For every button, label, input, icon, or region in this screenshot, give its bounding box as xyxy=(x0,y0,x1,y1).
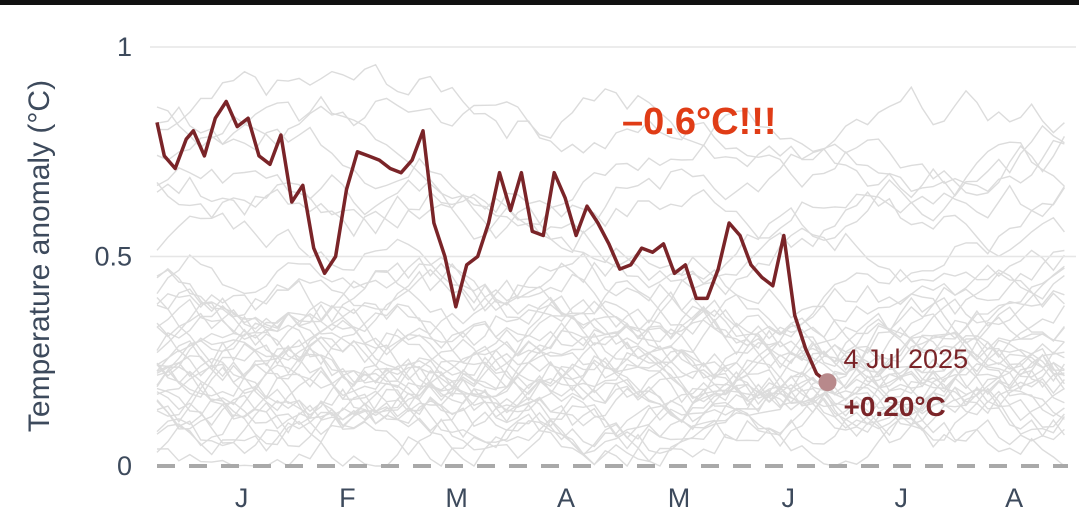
y-axis-label: Temperature anomaly (°C) xyxy=(23,79,56,433)
background-year-line xyxy=(156,309,1065,399)
background-year-line xyxy=(156,322,1065,423)
background-year-line xyxy=(156,249,1065,339)
y-tick-label: 0 xyxy=(117,451,132,481)
background-year-line xyxy=(156,166,1065,285)
background-year-line xyxy=(156,173,1065,296)
drop-callout: –0.6°C!!! xyxy=(622,101,777,143)
x-tick-label: M xyxy=(445,483,468,513)
current-year-line xyxy=(155,99,829,384)
background-year-line xyxy=(156,332,1065,404)
background-year-line xyxy=(156,341,1065,468)
latest-point-marker xyxy=(818,373,837,392)
background-year-line xyxy=(156,85,1065,237)
x-tick-label: J xyxy=(782,483,796,513)
background-year-line xyxy=(156,88,1066,196)
background-year-line xyxy=(156,329,1065,433)
background-year-line xyxy=(156,363,1065,456)
y-tick-label: 1 xyxy=(117,32,132,62)
background-year-line xyxy=(156,336,1065,428)
latest-value-label: +0.20°C xyxy=(843,391,945,422)
background-year-line xyxy=(156,387,1065,467)
latest-date-label: 4 Jul 2025 xyxy=(843,344,968,374)
top-border xyxy=(0,0,1079,5)
y-axis-ticks: 00.51 xyxy=(94,32,132,481)
x-tick-label: M xyxy=(668,483,691,513)
background-year-line xyxy=(156,289,1065,409)
background-year-line xyxy=(156,347,1065,456)
background-year-line xyxy=(156,376,1065,467)
background-year-line xyxy=(156,141,1065,239)
x-tick-label: J xyxy=(235,483,249,513)
x-tick-label: J xyxy=(894,483,908,513)
background-year-line xyxy=(156,322,1065,448)
x-tick-label: F xyxy=(339,483,356,513)
x-axis-ticks: JFMAMJJAS xyxy=(235,483,1023,513)
background-year-line xyxy=(156,105,1065,227)
x-tick-label: A xyxy=(1005,483,1023,513)
background-year-line xyxy=(156,350,1065,446)
x-tick-label: A xyxy=(557,483,575,513)
background-year-line xyxy=(156,312,1065,416)
background-year-line xyxy=(156,262,1065,376)
background-year-line xyxy=(156,249,1065,349)
background-year-line xyxy=(156,387,1065,455)
y-tick-label: 0.5 xyxy=(94,242,132,272)
background-year-line xyxy=(156,348,1065,437)
background-year-line xyxy=(156,63,1065,199)
background-year-line xyxy=(156,374,1065,467)
background-year-lines xyxy=(156,63,1066,468)
background-year-line xyxy=(156,279,1065,390)
background-year-line xyxy=(156,303,1065,402)
